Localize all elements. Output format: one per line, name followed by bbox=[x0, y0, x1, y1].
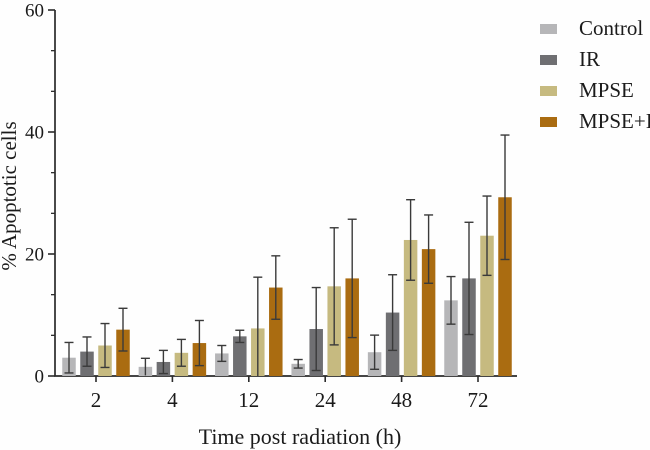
legend-label-MPSE: MPSE bbox=[579, 78, 634, 102]
legend-swatch-MPSE bbox=[540, 85, 557, 96]
bar-IR-12 bbox=[233, 336, 247, 376]
legend-label-Control: Control bbox=[579, 16, 644, 40]
y-tick-label-0: 0 bbox=[35, 367, 45, 388]
x-tick-label-4: 4 bbox=[167, 388, 178, 412]
bar-Control-12 bbox=[215, 353, 229, 376]
legend-swatch-MPSE+IR bbox=[540, 116, 557, 127]
bar-MPSE-72 bbox=[480, 235, 494, 376]
x-axis-title: Time post radiation (h) bbox=[198, 424, 402, 449]
y-axis-title: % Apoptotic cells bbox=[0, 121, 21, 270]
legend-label-IR: IR bbox=[579, 47, 600, 71]
x-tick-label-2: 2 bbox=[91, 388, 102, 412]
x-tick-label-24: 24 bbox=[315, 388, 337, 412]
y-tick-label-60: 60 bbox=[25, 1, 44, 22]
legend: Control IR MPSE MPSE+IR bbox=[540, 13, 650, 137]
legend-item-IR: IR bbox=[540, 44, 650, 75]
y-tick-label-40: 40 bbox=[25, 123, 44, 144]
legend-swatch-IR bbox=[540, 54, 557, 65]
legend-swatch-Control bbox=[540, 23, 557, 34]
bar-MPSE+IR-2 bbox=[116, 329, 130, 376]
bar-Control-72 bbox=[444, 300, 458, 376]
legend-item-MPSE+IR: MPSE+IR bbox=[540, 106, 650, 137]
legend-label-MPSE+IR: MPSE+IR bbox=[579, 109, 650, 133]
bar-MPSE+IR-12 bbox=[269, 287, 283, 376]
legend-item-Control: Control bbox=[540, 13, 650, 44]
x-tick-label-72: 72 bbox=[468, 388, 489, 412]
x-tick-label-12: 12 bbox=[238, 388, 259, 412]
bar-Control-24 bbox=[291, 363, 305, 376]
bar-MPSE+IR-72 bbox=[498, 197, 512, 376]
x-tick-label-48: 48 bbox=[391, 388, 412, 412]
y-tick-label-20: 20 bbox=[25, 245, 44, 266]
bar-MPSE+IR-48 bbox=[421, 249, 436, 376]
bar-MPSE-48 bbox=[403, 239, 418, 376]
legend-item-MPSE: MPSE bbox=[540, 75, 650, 106]
